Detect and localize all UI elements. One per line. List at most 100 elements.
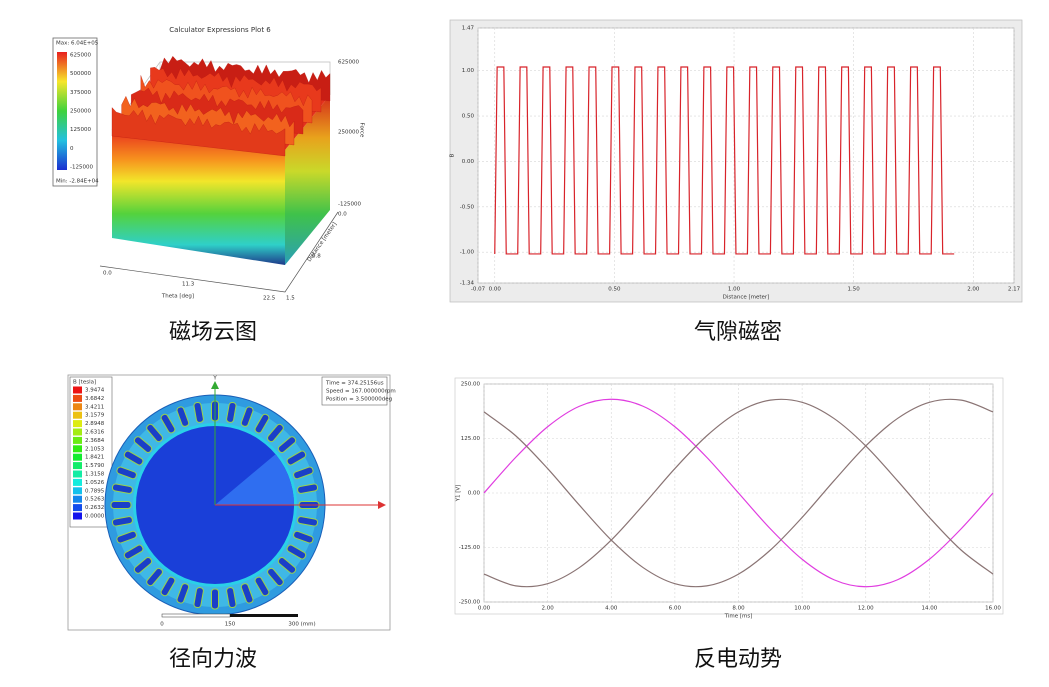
- legend-values: 3.9474 3.6842 3.4211 3.1579 2.8948 2.6316 2.36…: [73, 386, 105, 520]
- info-text: Position = 3.500000deg: [326, 397, 392, 403]
- stator-slot: [146, 567, 163, 587]
- stator-slot: [293, 466, 314, 480]
- legend-value: 3.6842: [85, 396, 104, 402]
- legend-value: 1.3158: [85, 472, 105, 478]
- y-axis-label: B: [450, 153, 456, 157]
- stator-slot: [193, 401, 204, 423]
- legend-swatch: [73, 495, 82, 503]
- stator-slot: [160, 413, 176, 434]
- scale-label: 150: [225, 622, 236, 628]
- legend-value: 500000: [70, 71, 91, 77]
- legend-value: 1.0526: [85, 480, 105, 486]
- legend-swatch: [73, 453, 82, 461]
- stator-slot: [286, 450, 307, 466]
- stator-slot: [211, 588, 219, 610]
- x-tick-label: 1.50: [848, 287, 861, 293]
- y-tick: 1.5: [286, 296, 295, 302]
- stator-slot: [286, 544, 307, 560]
- field-panel: B [tesla] 3.9474 3.6842 3.4211 3.1579 2.8948…: [67, 374, 396, 672]
- legend-value: 0: [70, 146, 74, 152]
- x-tick-label: 1.00: [728, 287, 741, 293]
- scale-label: 300 (mm): [288, 622, 315, 628]
- legend-value: 625000: [70, 53, 91, 59]
- legend-swatch: [73, 436, 82, 444]
- series-line: [483, 398, 994, 588]
- scale-bar: [161, 613, 231, 618]
- x-label: Theta [deg]: [161, 294, 194, 300]
- legend-value: 3.4211: [85, 404, 104, 410]
- stator-slot: [254, 413, 270, 434]
- legend-values: 625000 500000 375000 250000 125000 0 -125000: [70, 53, 93, 171]
- legend-swatch: [73, 504, 82, 512]
- stator-slot: [240, 583, 254, 604]
- legend-min: Min: -2.84E+04: [56, 179, 99, 185]
- legend-value: 250000: [70, 109, 91, 115]
- x-tick-label: 0.00: [478, 606, 491, 612]
- legend-swatch: [73, 411, 82, 419]
- legend-value: 375000: [70, 90, 91, 96]
- stator-slot: [277, 436, 297, 453]
- legend-swatch: [73, 386, 82, 394]
- plot-title: Calculator Expressions Plot 6: [169, 26, 271, 34]
- y-tick-label: 0.50: [462, 114, 475, 120]
- y-tick-label: -1.34: [460, 281, 475, 287]
- x-tick-label: 10.00: [794, 606, 810, 612]
- x-tick: 0.0: [103, 271, 112, 277]
- stator-slot: [297, 516, 319, 527]
- stator-slot: [146, 423, 163, 443]
- legend-value: 2.3684: [85, 438, 105, 444]
- line-chart: 1.471.000.500.00-0.50-1.00-1.34-0.07 0.00…: [450, 26, 1021, 301]
- series-line: [483, 398, 994, 588]
- stator-slot: [116, 530, 137, 544]
- stator-slot: [240, 406, 254, 427]
- legend-value: 2.1053: [85, 446, 105, 452]
- legend-value: 2.8948: [85, 421, 105, 427]
- stator-slot: [226, 401, 237, 423]
- stator-slot: [110, 501, 132, 509]
- stator-slot: [193, 587, 204, 609]
- y-tick-label: 0.00: [468, 491, 481, 497]
- legend-value: 0.2632: [85, 505, 104, 511]
- x-tick: 11.3: [182, 282, 195, 288]
- legend-swatch: [73, 445, 82, 453]
- legend-value: 0.7895: [85, 488, 105, 494]
- axis-label: Y: [212, 376, 217, 382]
- x-tick-label: 2.00: [967, 287, 980, 293]
- stator-slot: [277, 557, 297, 574]
- legend-swatch: [73, 487, 82, 495]
- stator-slot: [226, 587, 237, 609]
- y-tick-label: -125.00: [459, 545, 481, 551]
- x-axis-label: Distance [meter]: [723, 295, 770, 301]
- legend-title: B [tesla]: [73, 380, 96, 386]
- x-tick-label: 16.00: [985, 606, 1001, 612]
- arrow-head: [211, 381, 219, 389]
- x-tick-label: 0.50: [608, 287, 621, 293]
- y-tick-label: 125.00: [461, 436, 481, 442]
- legend-value: 1.8421: [85, 455, 104, 461]
- y-tick-label: -0.50: [460, 204, 475, 210]
- series-line: [483, 398, 994, 588]
- x-tick-label: 2.17: [1008, 287, 1021, 293]
- caption: 径向力波: [169, 647, 257, 672]
- y-tick-label: 250.00: [461, 382, 481, 388]
- stator-slot: [123, 544, 144, 560]
- legend-value: 0.0000: [85, 514, 105, 520]
- legend-value: 3.1579: [85, 413, 105, 419]
- x-tick-label: 0.00: [489, 287, 502, 293]
- arrow-head: [378, 501, 386, 509]
- stator-slot: [176, 406, 190, 427]
- y-tick-label: 0.00: [462, 159, 475, 165]
- stator-slot: [267, 423, 284, 443]
- x-tick-label: 6.00: [669, 606, 682, 612]
- info-box: [321, 376, 388, 406]
- legend-value: 3.9474: [85, 388, 105, 394]
- z-tick: -125000: [338, 202, 361, 208]
- stator-slot: [116, 466, 137, 480]
- legend-value: 1.5790: [85, 463, 105, 469]
- caption: 气隙磁密: [694, 320, 782, 345]
- surface-top: [111, 55, 331, 157]
